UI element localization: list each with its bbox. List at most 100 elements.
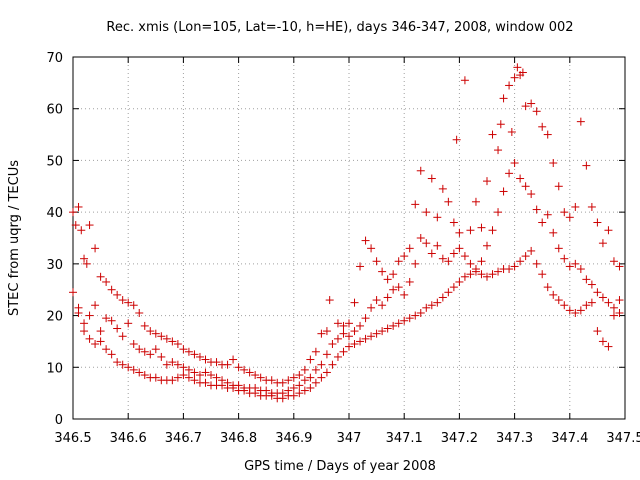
data-point — [80, 327, 89, 336]
data-point — [405, 244, 414, 253]
x-tick-label-0: 346.5 — [54, 431, 91, 446]
data-point — [471, 267, 480, 276]
data-point — [350, 340, 359, 349]
data-point — [322, 368, 331, 377]
data-point — [565, 306, 574, 315]
data-point — [311, 378, 320, 387]
data-point — [245, 368, 254, 377]
data-point — [333, 319, 342, 328]
data-point — [593, 288, 602, 297]
data-point — [466, 226, 475, 235]
data-point — [433, 298, 442, 307]
data-point — [488, 130, 497, 139]
y-tick-label-0: 0 — [55, 413, 63, 428]
data-point — [118, 332, 127, 341]
data-point — [311, 347, 320, 356]
data-point — [444, 257, 453, 266]
data-point — [350, 298, 359, 307]
data-point — [438, 293, 447, 302]
data-point — [598, 293, 607, 302]
data-point — [444, 288, 453, 297]
data-point — [400, 252, 409, 261]
data-point — [129, 340, 138, 349]
data-point — [289, 391, 298, 400]
chart-title: Rec. xmis (Lon=105, Lat=-10, h=HE), days… — [106, 20, 573, 35]
x-tick-label-3: 346.8 — [220, 431, 257, 446]
data-point — [411, 200, 420, 209]
data-point — [460, 272, 469, 281]
data-point — [91, 301, 100, 310]
data-point — [162, 334, 171, 343]
data-point — [306, 373, 315, 382]
data-point — [69, 288, 77, 297]
data-point — [576, 265, 585, 274]
data-point — [499, 187, 508, 196]
data-point — [532, 107, 541, 116]
data-point — [571, 308, 580, 317]
data-point — [345, 319, 353, 328]
data-point — [306, 355, 315, 364]
data-point — [427, 249, 436, 258]
data-point — [195, 371, 204, 380]
data-point — [223, 360, 232, 369]
data-point — [118, 296, 127, 305]
data-point — [565, 262, 574, 271]
data-point — [389, 321, 398, 330]
data-point — [168, 337, 177, 346]
data-point — [477, 270, 486, 279]
data-point — [587, 280, 596, 289]
data-point — [317, 329, 326, 338]
y-tick-label-3: 30 — [46, 258, 63, 273]
data-point — [560, 208, 569, 217]
data-point — [69, 208, 77, 217]
data-point — [82, 259, 91, 268]
data-point — [372, 329, 381, 338]
x-tick-label-10: 347.5 — [606, 431, 640, 446]
data-point — [549, 290, 558, 299]
data-point — [168, 376, 177, 385]
x-tick-label-9: 347.4 — [551, 431, 588, 446]
data-point — [571, 259, 580, 268]
data-point — [554, 182, 563, 191]
data-point — [516, 257, 525, 266]
data-point — [184, 373, 193, 382]
data-point — [560, 254, 569, 263]
data-point — [389, 270, 398, 279]
data-point — [146, 350, 155, 359]
data-point — [356, 321, 365, 330]
data-point — [598, 337, 607, 346]
data-point — [74, 202, 83, 211]
data-point — [505, 265, 514, 274]
data-point — [510, 159, 519, 168]
data-point — [345, 342, 353, 351]
data-point — [212, 373, 221, 382]
data-point — [383, 324, 392, 333]
data-point — [289, 373, 298, 382]
data-point — [91, 244, 100, 253]
data-point — [604, 342, 613, 351]
data-point — [113, 290, 122, 299]
data-point — [507, 127, 516, 136]
data-point — [521, 182, 530, 191]
data-point — [212, 358, 221, 367]
data-point — [267, 376, 276, 385]
data-point — [184, 365, 193, 374]
data-point — [322, 350, 331, 359]
data-point — [615, 296, 624, 305]
data-point — [505, 169, 514, 178]
data-point — [416, 166, 425, 175]
data-point — [96, 337, 105, 346]
data-point — [201, 368, 210, 377]
data-point — [549, 159, 558, 168]
data-point — [532, 259, 541, 268]
data-point — [516, 174, 525, 183]
data-point — [135, 368, 144, 377]
data-point — [394, 283, 403, 292]
data-point — [538, 270, 547, 279]
axis-ticks — [72, 56, 626, 420]
data-point — [543, 283, 552, 292]
data-point — [107, 316, 116, 325]
data-point — [416, 308, 425, 317]
data-point — [383, 293, 392, 302]
data-point — [496, 120, 505, 129]
